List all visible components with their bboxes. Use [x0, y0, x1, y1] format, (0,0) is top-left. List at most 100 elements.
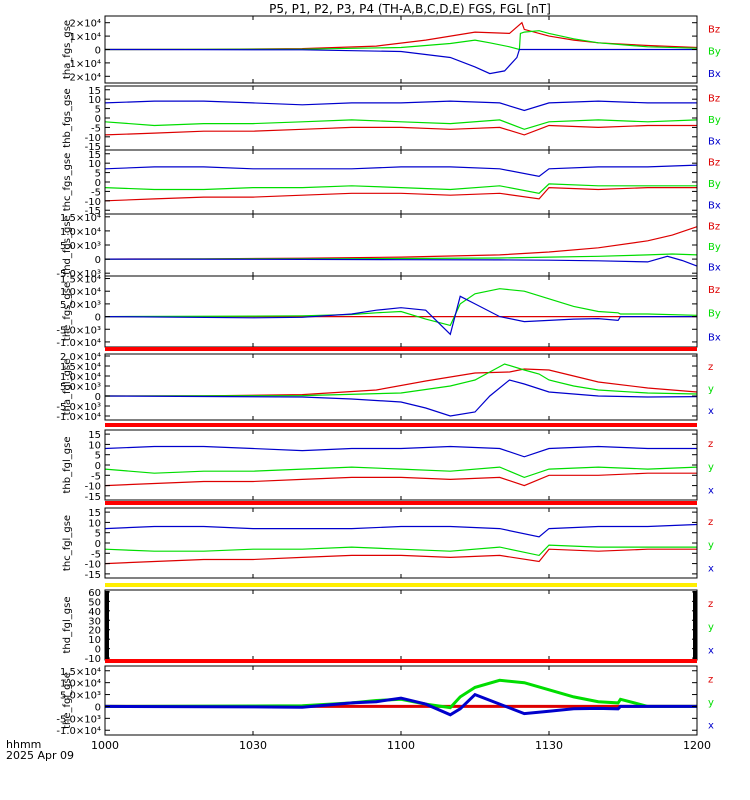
- y-tick-label: -15: [85, 142, 101, 153]
- x-tick-label: 1030: [239, 739, 267, 752]
- legend-label-By: By: [708, 309, 721, 320]
- y-tick-label: 10: [88, 518, 101, 529]
- y-tick-label: 40: [88, 607, 101, 618]
- legend-label-Bz: Bz: [708, 285, 720, 296]
- series-line-z: [104, 548, 697, 565]
- legend-label-y: y: [708, 540, 714, 551]
- y-tick-label: 1.5×10⁴: [60, 667, 101, 678]
- legend-label-y: y: [708, 698, 714, 709]
- series-line-Bx: [104, 100, 697, 112]
- y-tick-label: 0: [95, 313, 101, 324]
- panel-frame: [104, 149, 698, 215]
- y-tick-label: 0: [95, 645, 101, 656]
- x-tick-label: 1200: [683, 739, 711, 752]
- legend-label-Bx: Bx: [708, 200, 721, 211]
- y-tick-label: 5: [95, 451, 101, 462]
- panel-band: [105, 423, 697, 427]
- x-tick-label: 1000: [91, 739, 119, 752]
- chart-title: P5, P1, P2, P3, P4 (TH-A,B,C,D,E) FGS, F…: [269, 2, 551, 16]
- legend-label-x: x: [708, 646, 714, 657]
- legend-label-Bz: Bz: [708, 221, 720, 232]
- y-tick-label: -10: [85, 482, 101, 493]
- panel-thd_fgs_gse: 1.5×10⁴ 1.0×10⁴ 5.0×10³ 0 -5.0×10³thd_fgs_gs…: [56, 213, 720, 280]
- y-tick-label: -2×10⁴: [66, 72, 101, 83]
- y-tick-label: -5.0×10³: [56, 269, 101, 280]
- y-tick-label: -1.0×10⁴: [56, 726, 101, 737]
- y-tick-label: 5: [95, 169, 101, 180]
- legend-label-y: y: [708, 384, 714, 395]
- series-line-z: [104, 368, 698, 397]
- time-axis-label: hhmm: [6, 738, 41, 751]
- y-tick-label: -10: [85, 654, 101, 665]
- y-tick-label: 30: [88, 616, 101, 627]
- time-axis-date: 2025 Apr 09: [6, 749, 74, 762]
- legend-label-By: By: [708, 179, 721, 190]
- y-tick-label: -5: [91, 187, 101, 198]
- series-line-By: [104, 119, 698, 130]
- series-line-Bx: [104, 295, 697, 336]
- y-tick-label: 60: [88, 588, 101, 599]
- panel-frame: [104, 85, 698, 151]
- series-line-z: [104, 472, 697, 487]
- series-line-y: [104, 544, 697, 557]
- y-tick-label: 10: [88, 635, 101, 646]
- series-line-By: [104, 30, 698, 51]
- panel-the_fgl_gse: 1.5×10⁴1.0×10⁴5.0×10³0-5.0×10³-1.0×10⁴th…: [56, 659, 714, 752]
- y-tick-label: 1.5×10⁴: [60, 213, 101, 224]
- legend-label-z: z: [708, 517, 713, 528]
- y-tick-label: -10: [85, 197, 101, 208]
- series-line-Bx: [104, 48, 697, 75]
- legend-label-x: x: [708, 721, 714, 732]
- y-tick-label: 15: [88, 86, 101, 97]
- legend-label-By: By: [708, 242, 721, 253]
- legend-label-Bx: Bx: [708, 263, 721, 274]
- legend-label-By: By: [708, 47, 721, 58]
- y-tick-label: -1×10⁴: [66, 59, 101, 70]
- y-tick-label: 0: [95, 114, 101, 125]
- x-tick-label: 1100: [387, 739, 415, 752]
- y-axis-label: thb_fgs_gse: [62, 88, 73, 147]
- legend-label-Bx: Bx: [708, 136, 721, 147]
- y-tick-label: 5: [95, 105, 101, 116]
- panel-frame: [104, 213, 698, 277]
- y-tick-label: -5.0×10³: [56, 325, 101, 336]
- y-tick-label: -5: [91, 123, 101, 134]
- y-tick-label: 15: [88, 430, 101, 441]
- y-tick-label: 0: [95, 461, 101, 472]
- legend-label-x: x: [708, 406, 714, 417]
- y-tick-label: -1.0×10⁴: [56, 338, 101, 349]
- y-tick-label: 2×10⁴: [70, 19, 101, 30]
- y-tick-label: 15: [88, 508, 101, 519]
- y-axis-label: the_fgs_gse: [62, 282, 73, 341]
- y-tick-label: 1.5×10⁴: [60, 275, 101, 286]
- panel-band: [105, 659, 697, 663]
- legend-label-By: By: [708, 115, 721, 126]
- data-marker-right: [693, 591, 697, 659]
- y-tick-label: 1×10⁴: [70, 32, 101, 43]
- y-tick-label: 10: [88, 159, 101, 170]
- series-line-x: [104, 445, 697, 458]
- series-line-y: [104, 678, 697, 710]
- series-line-By: [104, 253, 698, 260]
- y-tick-label: -5.0×10³: [56, 714, 101, 725]
- legend-label-x: x: [708, 564, 714, 575]
- y-tick-label: -5: [91, 549, 101, 560]
- y-tick-label: 10: [88, 440, 101, 451]
- series-line-y: [104, 363, 698, 397]
- legend-label-z: z: [708, 362, 713, 373]
- y-tick-label: 5.0×10³: [60, 382, 101, 393]
- y-tick-label: -1.0×10⁴: [56, 412, 101, 423]
- panel-frame: [104, 353, 698, 421]
- series-line-y: [104, 466, 698, 479]
- data-marker-left: [105, 591, 109, 659]
- y-tick-label: 20: [88, 626, 101, 637]
- y-tick-label: 1.0×10⁴: [60, 372, 101, 383]
- y-axis-label: thd_fgs_gse: [62, 215, 73, 274]
- series-line-Bz: [104, 124, 697, 136]
- y-axis-label: the_fgl_gse: [62, 672, 73, 729]
- y-tick-label: 5: [95, 529, 101, 540]
